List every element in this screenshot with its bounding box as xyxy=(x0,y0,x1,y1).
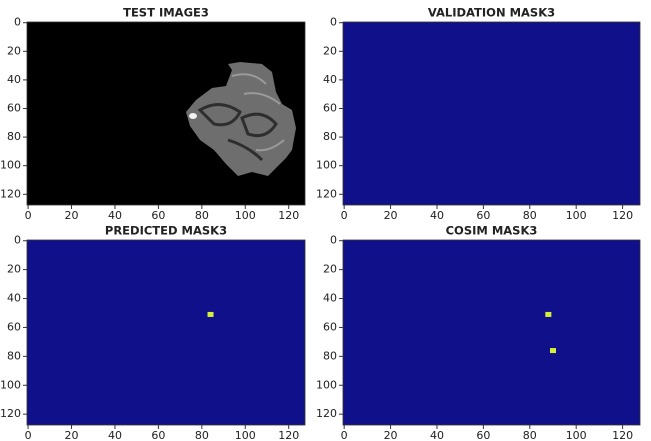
x-tick-label: 120 xyxy=(278,209,299,222)
y-tick-label: 60 xyxy=(323,101,337,114)
y-tick-label: 120 xyxy=(0,407,21,420)
y-tick-label: 40 xyxy=(323,73,337,86)
y-tick-label: 20 xyxy=(323,263,337,276)
x-tick-label: 60 xyxy=(151,209,165,222)
y-tick-label: 0 xyxy=(14,234,21,247)
x-tick-label: 20 xyxy=(384,429,398,441)
x-tick-label: 0 xyxy=(25,209,32,222)
y-tick-label: 0 xyxy=(14,16,21,29)
x-tick-label: 120 xyxy=(278,429,299,441)
mask-spot xyxy=(208,312,214,317)
y-tick-label: 40 xyxy=(7,73,21,86)
x-tick-label: 0 xyxy=(341,429,348,441)
x-tick-label: 120 xyxy=(612,209,633,222)
y-tick-label: 100 xyxy=(0,159,21,172)
x-tick-label: 60 xyxy=(151,429,165,441)
x-tick-label: 100 xyxy=(235,429,256,441)
x-tick-label: 100 xyxy=(566,429,587,441)
y-tick-label: 20 xyxy=(7,263,21,276)
x-tick-label: 80 xyxy=(195,209,209,222)
y-tick-label: 100 xyxy=(316,159,337,172)
x-tick-label: 40 xyxy=(430,429,444,441)
y-tick-label: 80 xyxy=(323,130,337,143)
figure: TEST IMAGE3 0 20 40 60 80 100 120 0 20 40 60 80 100 12… xyxy=(0,0,651,441)
y-tick-label: 20 xyxy=(7,44,21,57)
y-tick-label: 40 xyxy=(7,292,21,305)
mask-spot xyxy=(550,348,556,353)
x-tick-label: 100 xyxy=(566,209,587,222)
panel-title: TEST IMAGE3 xyxy=(123,6,209,20)
y-tick-label: 80 xyxy=(323,349,337,362)
image-area xyxy=(343,22,640,205)
y-tick-label: 0 xyxy=(330,16,337,29)
x-tick-label: 20 xyxy=(384,209,398,222)
panel-title: PREDICTED MASK3 xyxy=(105,224,227,238)
x-tick-label: 0 xyxy=(341,209,348,222)
image-area xyxy=(27,240,305,425)
panel-title: VALIDATION MASK3 xyxy=(428,6,555,20)
y-tick-label: 100 xyxy=(0,378,21,391)
y-tick-label: 60 xyxy=(7,320,21,333)
y-tick-label: 120 xyxy=(316,407,337,420)
y-tick-label: 40 xyxy=(323,292,337,305)
y-tick-label: 100 xyxy=(316,378,337,391)
x-tick-label: 40 xyxy=(108,429,122,441)
x-tick-label: 60 xyxy=(476,209,490,222)
y-tick-label: 120 xyxy=(0,187,21,200)
y-tick-label: 120 xyxy=(316,187,337,200)
x-tick-label: 100 xyxy=(235,209,256,222)
y-tick-label: 60 xyxy=(7,101,21,114)
panel-title: COSIM MASK3 xyxy=(446,224,538,238)
y-tick-label: 80 xyxy=(7,349,21,362)
image-area xyxy=(343,240,640,425)
x-tick-label: 20 xyxy=(65,429,79,441)
mask-spot xyxy=(545,312,551,317)
y-tick-label: 80 xyxy=(7,130,21,143)
x-tick-label: 60 xyxy=(476,429,490,441)
x-tick-label: 0 xyxy=(25,429,32,441)
y-tick-label: 0 xyxy=(330,234,337,247)
y-tick-label: 20 xyxy=(323,44,337,57)
x-tick-label: 40 xyxy=(430,209,444,222)
x-tick-label: 120 xyxy=(612,429,633,441)
x-tick-label: 80 xyxy=(195,429,209,441)
x-tick-label: 80 xyxy=(523,209,537,222)
x-tick-label: 40 xyxy=(108,209,122,222)
x-tick-label: 80 xyxy=(523,429,537,441)
x-tick-label: 20 xyxy=(65,209,79,222)
y-tick-label: 60 xyxy=(323,320,337,333)
